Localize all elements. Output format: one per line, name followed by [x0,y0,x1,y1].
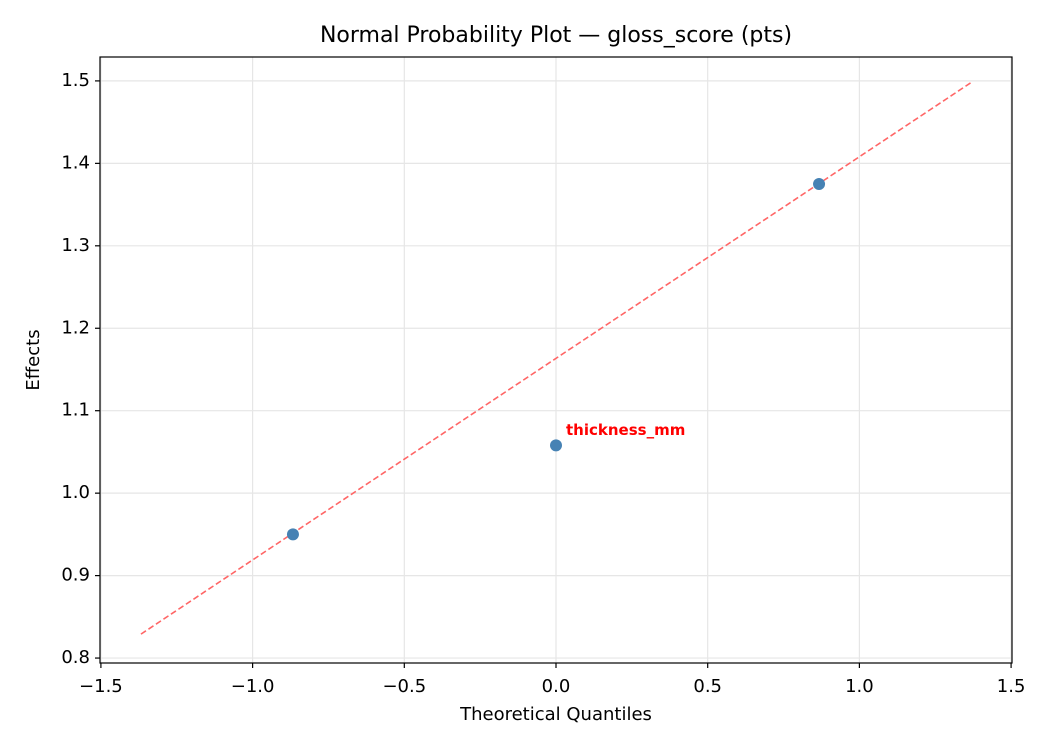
x-tick-label: −1.0 [231,676,275,697]
chart-title: Normal Probability Plot — gloss_score (p… [320,23,792,48]
point-label: thickness_mm [566,421,685,439]
plot-frame [99,56,1013,664]
point [286,528,299,541]
y-tick-label: 1.3 [61,235,90,256]
x-tick-label: 0.0 [542,676,571,697]
x-axis-label: Theoretical Quantiles [459,704,652,725]
point [550,439,562,452]
point [813,177,826,190]
x-tick-label: −1.5 [79,676,123,697]
x-tick-label: 0.5 [693,676,722,697]
y-tick-label: 1.1 [61,400,90,421]
y-tick-label: 0.8 [61,647,90,668]
y-axis-label: Effects [23,329,44,390]
y-tick-label: 1.0 [61,482,90,503]
x-tick-label: 1.5 [997,676,1026,697]
y-tick-label: 0.9 [61,565,90,586]
x-tick-label: 1.0 [845,676,874,697]
reference-line [140,81,972,635]
y-tick-label: 1.5 [61,70,90,91]
x-tick-label: −0.5 [382,676,426,697]
y-tick-label: 1.2 [61,317,90,338]
y-tick-label: 1.4 [61,152,90,173]
